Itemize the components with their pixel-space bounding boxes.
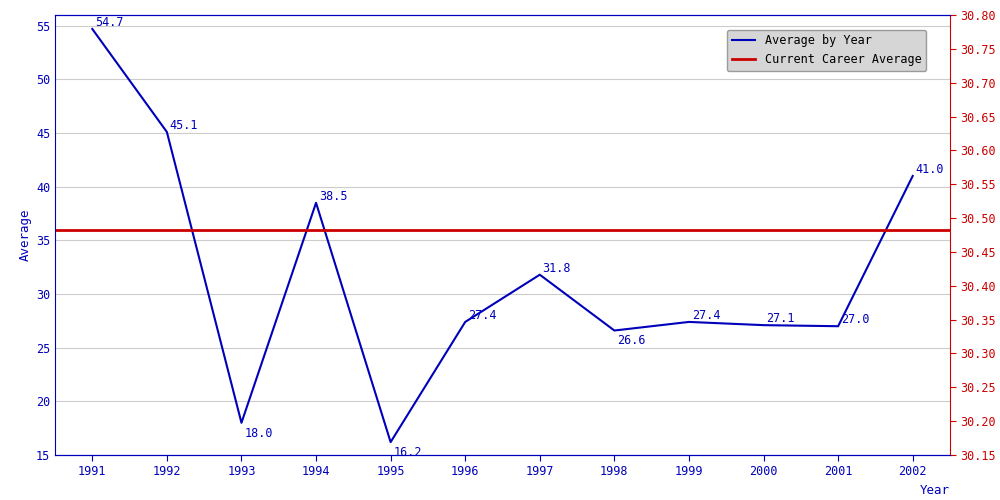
Average by Year [459,319,471,325]
Average by Year [310,200,322,206]
Text: 27.1: 27.1 [766,312,795,326]
Text: 54.7: 54.7 [95,16,124,29]
Average by Year [832,323,844,329]
Text: 41.0: 41.0 [915,163,944,176]
Average by Year [907,173,919,179]
Text: 27.4: 27.4 [692,309,720,322]
Average by Year [161,129,173,135]
Average by Year [683,319,695,325]
Text: 16.2: 16.2 [393,446,422,459]
Line: Average by Year: Average by Year [92,29,913,442]
Average by Year [608,328,620,334]
Text: 27.4: 27.4 [468,309,496,322]
Average by Year [86,26,98,32]
Text: 18.0: 18.0 [244,426,273,440]
Text: 31.8: 31.8 [543,262,571,275]
Text: 38.5: 38.5 [319,190,347,203]
Average by Year [235,420,247,426]
Text: 26.6: 26.6 [617,334,646,347]
Text: 27.0: 27.0 [841,314,869,326]
X-axis label: Year: Year [920,484,950,497]
Average by Year [385,439,397,445]
Average by Year [758,322,770,328]
Text: 45.1: 45.1 [170,119,198,132]
Y-axis label: Average: Average [19,209,32,261]
Legend: Average by Year, Current Career Average: Average by Year, Current Career Average [727,30,926,71]
Average by Year [534,272,546,278]
